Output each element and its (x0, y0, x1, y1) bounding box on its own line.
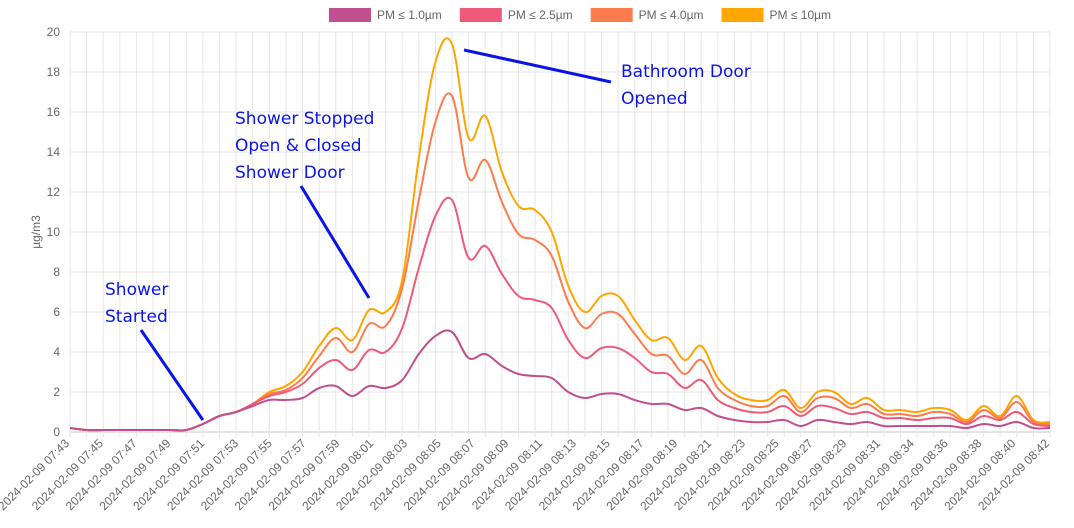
y-tick-label: 8 (53, 265, 60, 279)
annotation-text: Shower Stopped (235, 109, 374, 129)
annotation-arrow (299, 185, 371, 299)
annotation-text: Opened (621, 89, 688, 109)
annotation-text: Open & Closed (235, 136, 362, 156)
legend-swatch (590, 8, 633, 22)
annotation-text: Bathroom Door (621, 62, 751, 82)
legend-label: PM ≤ 10µm (770, 8, 832, 22)
y-tick-label: 20 (47, 25, 61, 39)
legend-item[interactable]: PM ≤ 4.0µm (590, 8, 704, 22)
grid (69, 31, 1051, 437)
legend-swatch (459, 8, 502, 22)
annotation-text: Shower Door (235, 163, 345, 183)
y-tick-label: 14 (47, 145, 61, 159)
annotation-text: Shower (105, 280, 168, 300)
ann-shower-stopped: Shower Stopped Open & Closed Shower Door (235, 109, 374, 299)
legend-label: PM ≤ 1.0µm (377, 8, 442, 22)
y-tick-label: 2 (53, 385, 60, 399)
annotation-text: Started (105, 307, 168, 327)
ann-shower-started: Shower Started (105, 280, 205, 421)
series-line-0 (69, 329, 1051, 432)
legend-item[interactable]: PM ≤ 2.5µm (459, 8, 573, 22)
legend-swatch (721, 8, 764, 22)
y-tick-label: 10 (47, 225, 61, 239)
y-tick-label: 16 (47, 105, 61, 119)
y-tick-label: 4 (53, 345, 60, 359)
ann-bathroom-door: Bathroom Door Opened (463, 48, 751, 109)
legend-item[interactable]: PM ≤ 10µm (721, 8, 832, 22)
y-tick-label: 0 (53, 425, 60, 439)
y-axis-ticks: 0 2 4 6 8 10 12 14 16 18 20 (47, 25, 61, 439)
series-line-1 (69, 196, 1051, 432)
legend-swatch (328, 8, 371, 22)
annotations: Shower Started Shower Stopped Open & Closed… (105, 48, 751, 421)
series-lines (69, 37, 1051, 432)
legend-item[interactable]: PM ≤ 1.0µm (328, 8, 442, 22)
y-tick-label: 18 (47, 65, 61, 79)
legend-label: PM ≤ 4.0µm (639, 8, 704, 22)
annotation-arrow (139, 329, 205, 421)
y-tick-label: 6 (53, 305, 60, 319)
annotation-arrow (463, 48, 612, 84)
y-tick-label: 12 (47, 185, 61, 199)
series-line-3 (69, 37, 1051, 432)
y-axis-label: µg/m3 (29, 215, 43, 249)
legend[interactable]: PM ≤ 1.0µm PM ≤ 2.5µm PM ≤ 4.0µm PM ≤ 10µm (328, 8, 832, 22)
legend-label: PM ≤ 2.5µm (508, 8, 573, 22)
